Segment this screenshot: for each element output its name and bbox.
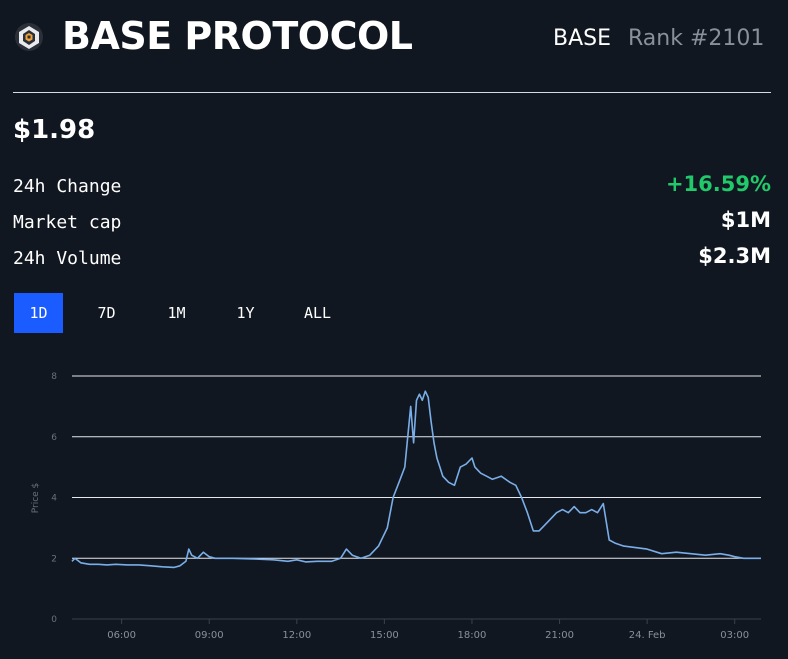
y-tick-label: 6 <box>51 433 57 443</box>
base-protocol-logo-icon <box>15 23 43 51</box>
x-axis-ticks: 06:00 09:00 12:00 15:00 18:00 21:00 24. Feb 03:… <box>107 619 749 641</box>
y-tick-label: 2 <box>51 554 57 564</box>
price-series-line <box>71 390 761 569</box>
stat-label-market-cap: Market cap <box>13 212 122 233</box>
header: BASE PROTOCOL BASE Rank #2101 <box>0 0 788 92</box>
tab-1d[interactable]: 1D <box>14 293 63 333</box>
stat-row-24h-change: 24h Change +16.59% <box>13 172 771 206</box>
stat-value-market-cap: $1M <box>720 208 771 232</box>
y-tick-label: 0 <box>51 615 57 625</box>
current-price: $1.98 <box>13 115 96 145</box>
price-chart: 0 2 4 6 8 06:00 09:00 12:00 15:00 18:00 21:00 24. … <box>31 372 761 641</box>
y-axis-ticks: 0 2 4 6 8 <box>51 372 57 625</box>
tab-all[interactable]: ALL <box>293 293 342 333</box>
x-tick-label: 03:00 <box>720 630 749 641</box>
chart-grid <box>72 375 761 620</box>
x-tick-label: 18:00 <box>458 630 487 641</box>
stat-value-24h-volume: $2.3M <box>698 244 771 268</box>
stat-label-24h-change: 24h Change <box>13 176 122 197</box>
x-tick-label: 06:00 <box>107 630 136 641</box>
x-tick-label: 24. Feb <box>629 630 666 641</box>
rank-badge: Rank #2101 <box>628 26 765 51</box>
x-tick-label: 09:00 <box>195 630 224 641</box>
stat-label-24h-volume: 24h Volume <box>13 248 122 269</box>
stat-value-24h-change: +16.59% <box>665 172 771 196</box>
tab-1m[interactable]: 1M <box>152 293 201 333</box>
x-tick-label: 12:00 <box>282 630 311 641</box>
x-tick-label: 21:00 <box>545 630 574 641</box>
token-symbol: BASE <box>553 26 612 51</box>
y-tick-label: 4 <box>51 494 57 504</box>
tab-7d[interactable]: 7D <box>82 293 131 333</box>
y-axis-label: Price $ <box>31 483 41 514</box>
y-tick-label: 8 <box>51 372 57 382</box>
stat-row-24h-volume: 24h Volume $2.3M <box>13 244 771 278</box>
header-divider <box>13 92 771 93</box>
page-title: BASE PROTOCOL <box>62 14 413 58</box>
stat-row-market-cap: Market cap $1M <box>13 208 771 242</box>
tab-1y[interactable]: 1Y <box>221 293 270 333</box>
x-tick-label: 15:00 <box>370 630 399 641</box>
